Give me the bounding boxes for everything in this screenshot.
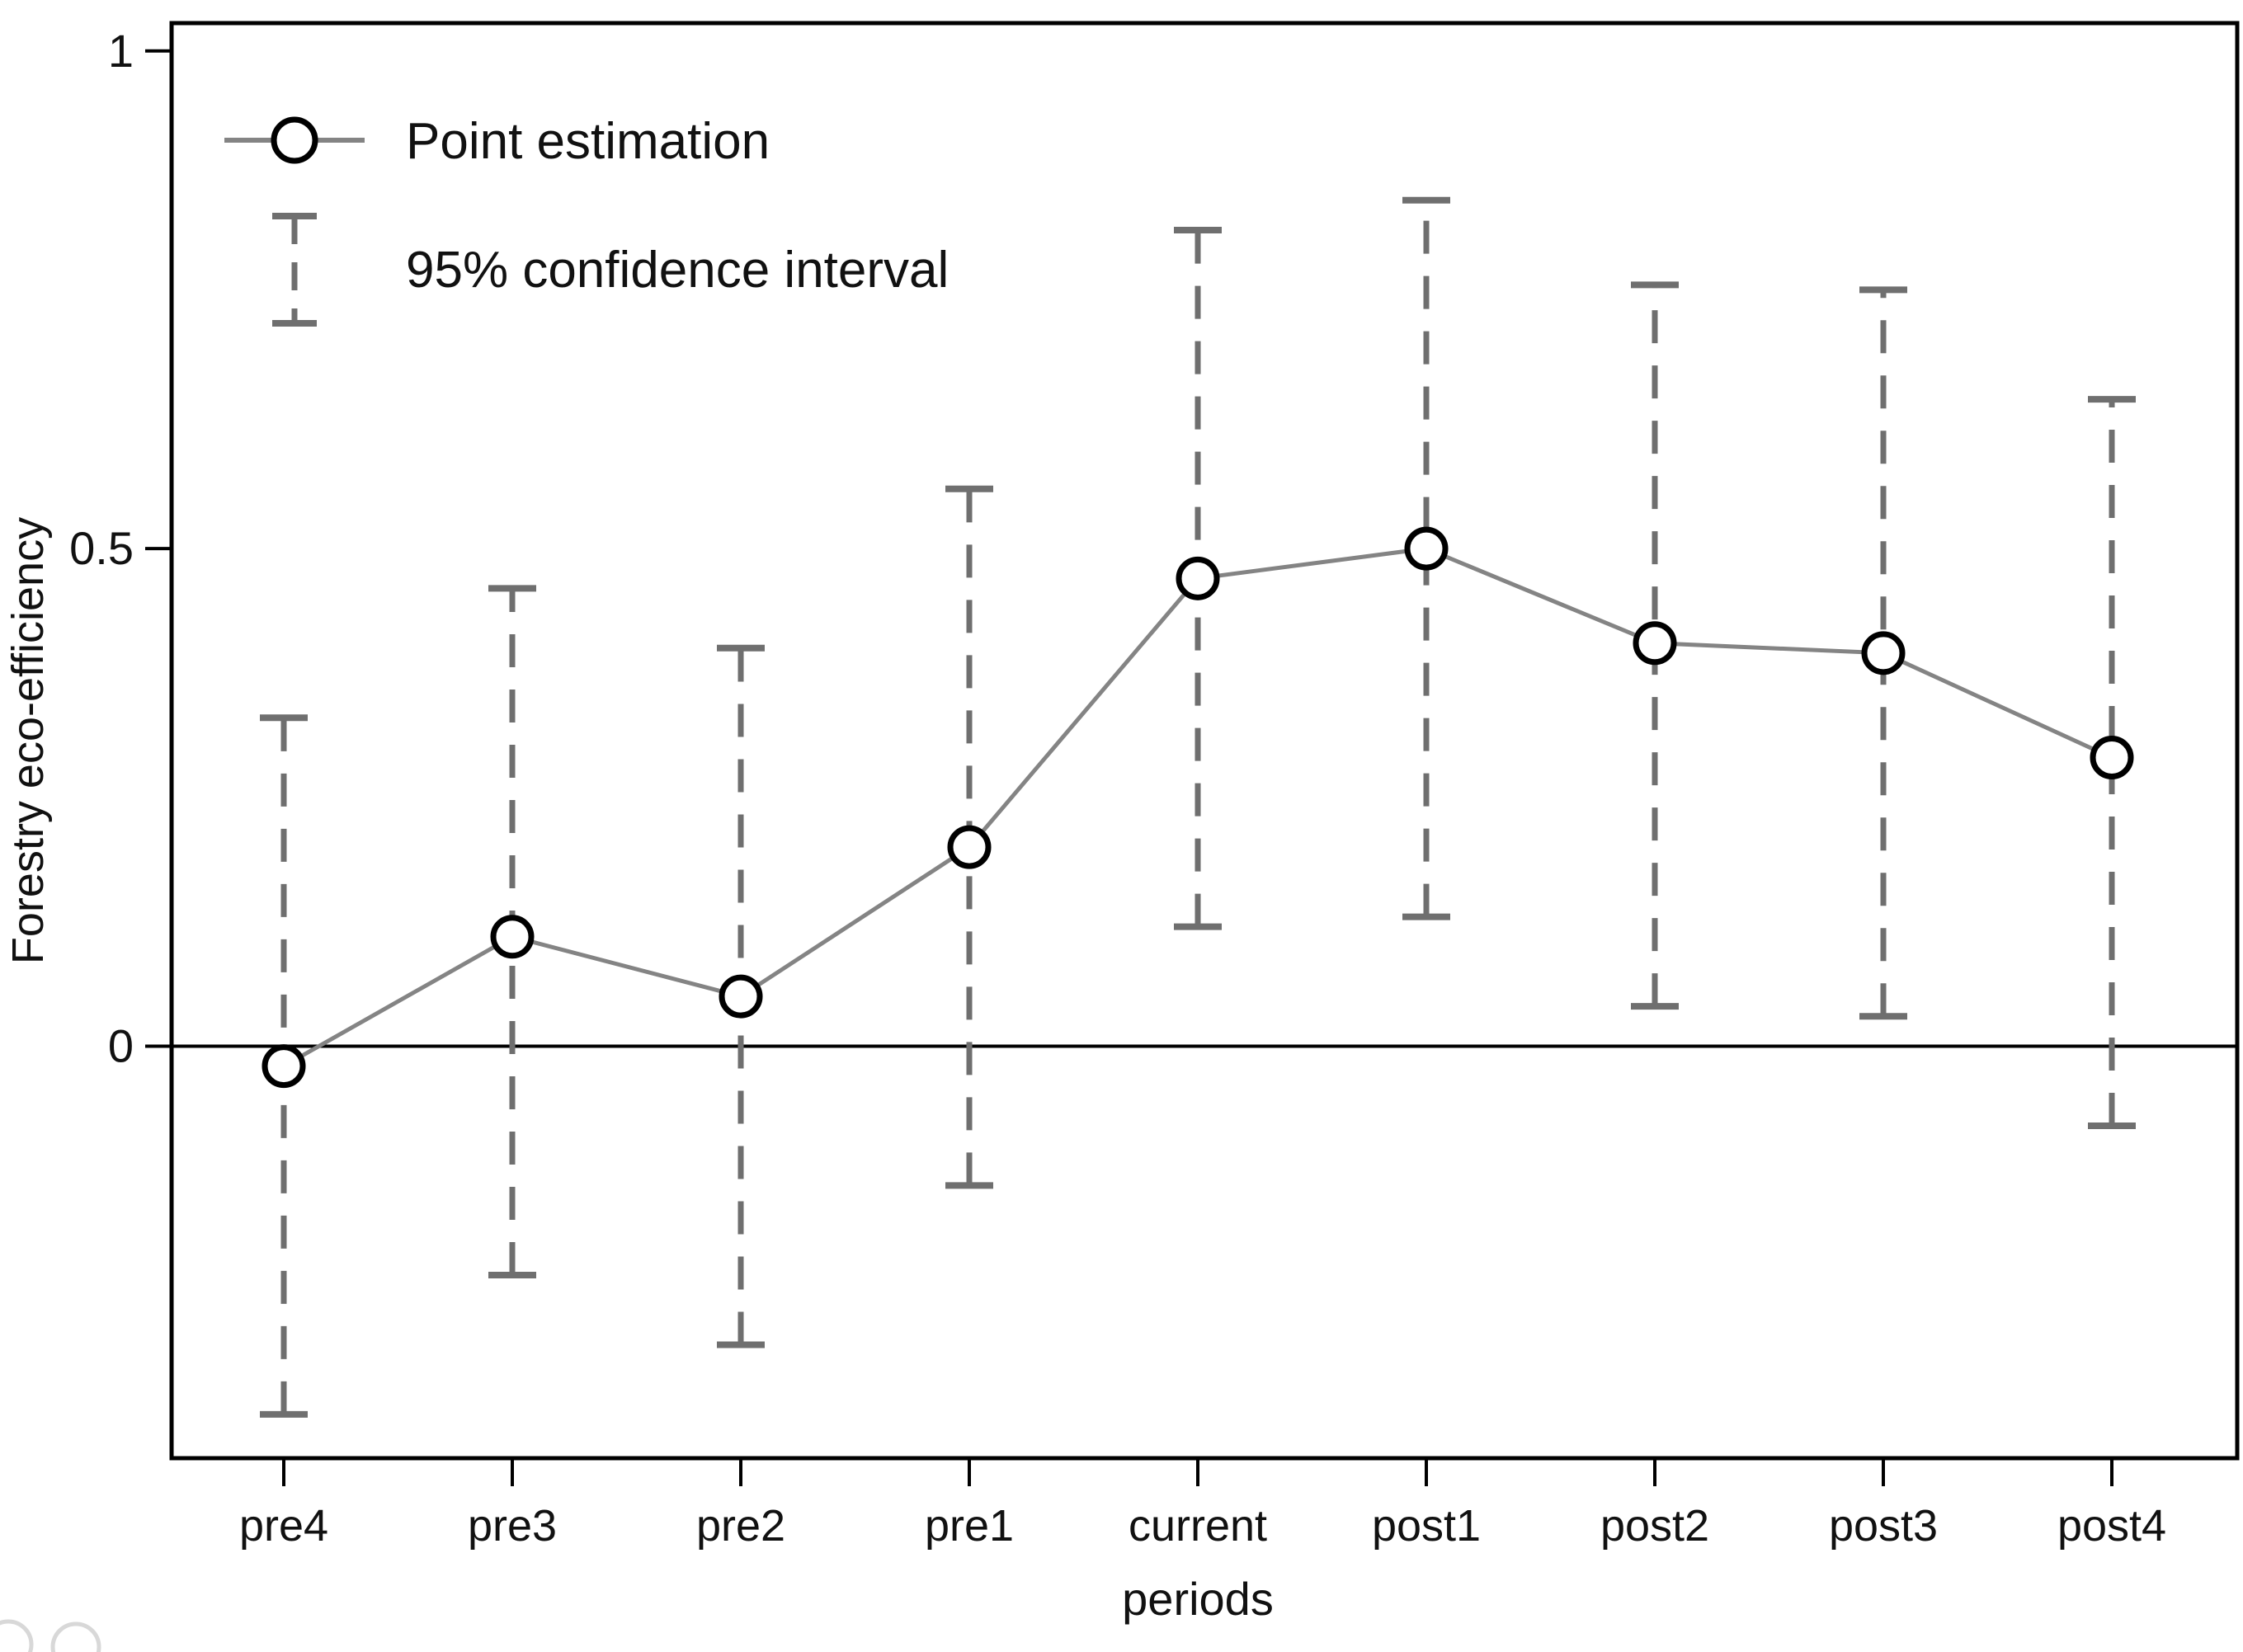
x-tick-label-post1: post1 <box>1372 1501 1481 1551</box>
legend-label-point-estimation: Point estimation <box>406 113 770 170</box>
point-marker <box>262 1044 306 1089</box>
x-tick-label-pre2: pre2 <box>696 1501 785 1551</box>
plot-frame <box>169 21 2240 1461</box>
x-tick-label-pre4: pre4 <box>239 1501 328 1551</box>
x-tick-label-post3: post3 <box>1829 1501 1938 1551</box>
point-marker <box>490 915 535 959</box>
point-marker <box>1404 526 1449 571</box>
point-marker <box>2090 736 2134 780</box>
corner-decoration-icon <box>0 1619 34 1652</box>
legend-label-confidence-interval: 95% confidence interval <box>406 242 949 299</box>
point-marker <box>1861 631 1906 675</box>
x-tick-label-pre1: pre1 <box>925 1501 1014 1551</box>
x-tick-label-post4: post4 <box>2057 1501 2166 1551</box>
x-axis-title: periods <box>1122 1573 1274 1625</box>
x-tick-label-pre3: pre3 <box>468 1501 557 1551</box>
x-tick-label-current: current <box>1129 1501 1267 1551</box>
y-tick-label: 0.5 <box>69 522 134 574</box>
x-tick-label-post2: post2 <box>1600 1501 1709 1551</box>
point-marker <box>1176 556 1220 600</box>
y-tick-label: 0 <box>108 1019 134 1071</box>
y-tick-label: 1 <box>108 25 134 77</box>
corner-decoration-icon <box>50 1621 101 1652</box>
legend-point-marker-icon <box>271 116 318 164</box>
y-axis-title: Forestry eco-efficiency <box>3 517 53 964</box>
point-marker <box>719 974 763 1019</box>
point-marker <box>947 825 992 869</box>
point-marker <box>1633 621 1677 666</box>
